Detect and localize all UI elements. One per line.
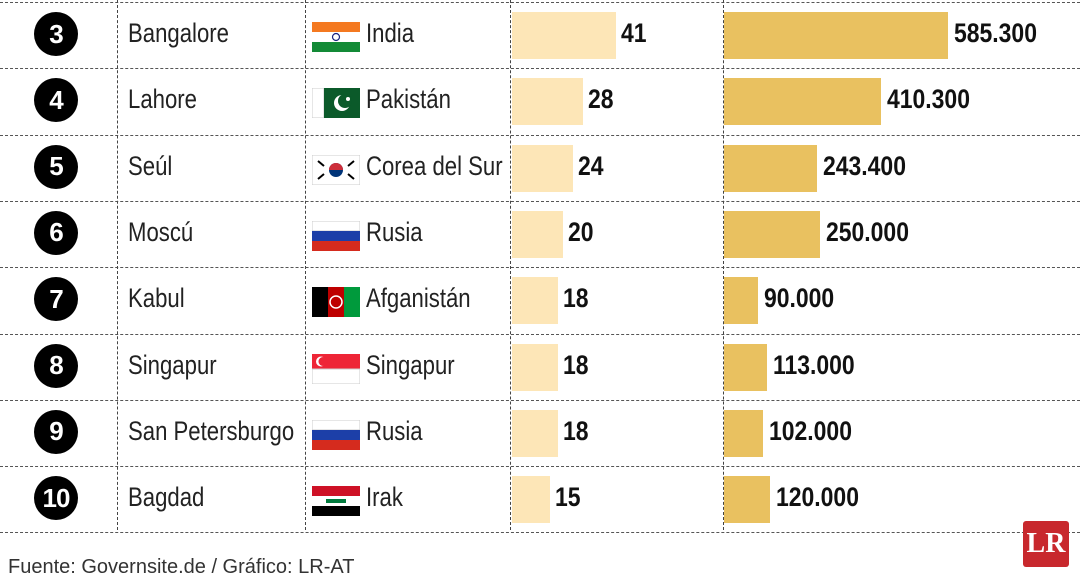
value-1-bar [512,343,558,391]
table-row: 5 Seúl Corea del Sur 24 243.400 [0,135,1080,201]
value-2-bar [724,12,949,59]
value-1-bar [512,12,616,59]
russia-flag-icon [312,419,360,450]
country-name: Afganistán [366,283,471,314]
city-name: San Petersburgo [128,415,295,446]
rank-badge: 10 [34,476,78,521]
table-row: 3 Bangalore India 41 585.300 [0,2,1080,68]
value-1-label: 41 [620,18,647,48]
value-2-label: 243.400 [823,150,907,181]
value-2-label: 250.000 [825,216,909,247]
value-1-label: 28 [587,84,614,115]
row-divider [0,200,1080,202]
city-name: Lahore [128,84,197,115]
singapore-flag-icon [312,353,360,384]
value-2-bar [724,144,818,192]
table-row: 9 San Petersburgo Rusia 18 102.000 [0,400,1080,466]
rank-badge: 9 [34,409,78,454]
value-1-label: 24 [577,150,604,181]
lr-logo: LR [1023,521,1069,567]
column-divider [723,0,724,530]
table-row: 6 Moscú Rusia 20 250.000 [0,201,1080,267]
country-name: Singapur [366,349,455,380]
city-name: Bagdad [128,482,205,513]
value-1-bar [512,476,550,524]
value-2-bar [724,409,764,457]
country-name: Corea del Sur [366,150,503,181]
value-2-label: 113.000 [773,349,855,380]
country-name: Irak [366,482,403,513]
country-name: Pakistán [366,84,451,115]
value-2-bar [724,210,820,258]
value-2-label: 102.000 [769,415,853,446]
city-name: Kabul [128,283,185,314]
rank-badge: 8 [34,343,78,388]
row-divider [0,134,1080,136]
value-1-bar [512,277,558,325]
city-name: Bangalore [128,18,229,48]
column-divider [510,0,511,530]
table-row: 10 Bagdad Irak 15 120.000 [0,466,1080,532]
rank-badge: 6 [34,210,78,255]
value-1-bar [512,144,573,192]
rank-badge: 4 [34,78,78,123]
city-name: Singapur [128,349,217,380]
india-flag-icon [312,22,360,52]
value-2-bar [724,343,768,391]
row-divider [0,2,1080,3]
table-row: 4 Lahore Pakistán 28 410.300 [0,68,1080,134]
rank-badge: 7 [34,277,78,322]
table-row: 7 Kabul Afganistán 18 90.000 [0,267,1080,333]
country-name: India [366,18,415,48]
afghanistan-flag-icon [312,287,360,318]
column-divider [117,0,118,530]
south-korea-flag-icon [312,154,360,185]
source-note: Fuente: Governsite.de / Gráfico: LR-AT [8,556,355,578]
city-name: Seúl [128,150,173,181]
row-divider [0,466,1080,468]
column-divider [305,0,306,530]
value-2-bar [724,476,770,524]
value-2-bar [724,78,882,126]
value-2-label: 90.000 [764,283,835,314]
country-name: Rusia [366,415,423,446]
row-divider [0,267,1080,269]
rank-badge: 3 [34,12,78,56]
value-1-label: 20 [567,216,594,247]
value-1-bar [512,409,558,457]
row-divider [0,532,1080,534]
value-2-bar [724,277,759,325]
russia-flag-icon [312,220,360,251]
value-1-label: 18 [562,283,589,314]
value-1-bar [512,210,563,258]
value-1-label: 15 [554,482,581,513]
value-2-label: 120.000 [775,482,859,513]
row-divider [0,333,1080,335]
value-2-label: 410.300 [887,84,971,115]
pakistan-flag-icon [312,88,360,119]
row-divider [0,399,1080,401]
value-1-label: 18 [562,415,589,446]
value-1-bar [512,78,583,126]
value-2-label: 585.300 [954,18,1038,48]
city-name: Moscú [128,216,194,247]
iraq-flag-icon [312,486,360,517]
value-1-label: 18 [562,349,589,380]
country-name: Rusia [366,216,423,247]
table-row: 8 Singapur Singapur 18 113.000 [0,334,1080,400]
rank-badge: 5 [34,144,78,189]
row-divider [0,68,1080,70]
